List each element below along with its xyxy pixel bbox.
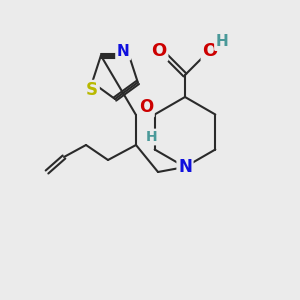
Text: O: O [202, 42, 217, 60]
Text: N: N [117, 44, 130, 59]
Text: H: H [146, 130, 158, 144]
Text: O: O [152, 42, 166, 60]
Text: S: S [86, 81, 98, 99]
Text: O: O [139, 98, 153, 116]
Text: H: H [216, 34, 228, 50]
Text: N: N [178, 158, 192, 176]
